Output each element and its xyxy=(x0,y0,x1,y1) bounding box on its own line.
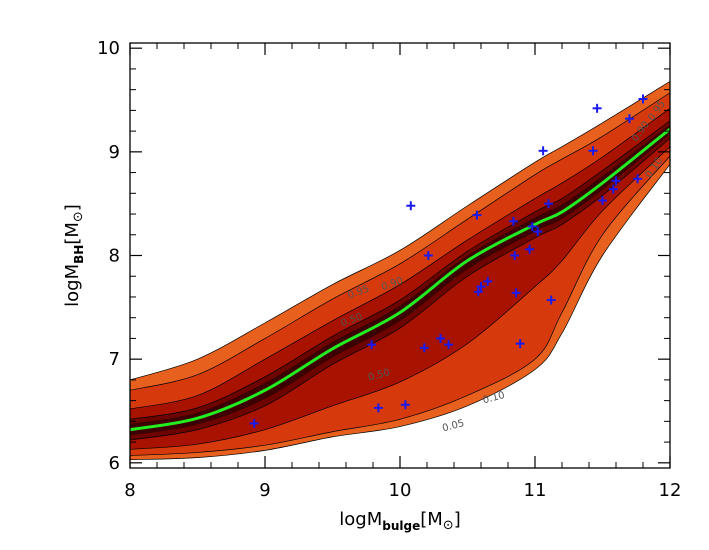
y-tick-label: 7 xyxy=(109,349,120,370)
y-axis-label: logMBH[M⊙] xyxy=(62,204,86,307)
data-point-27 xyxy=(611,176,621,186)
y-axis-label-unit-sym: ⊙ xyxy=(71,211,86,222)
data-point-13 xyxy=(508,216,518,226)
y-tick-label: 9 xyxy=(109,142,120,163)
data-point-16 xyxy=(515,339,525,349)
data-point-23 xyxy=(588,146,598,156)
data-point-18 xyxy=(527,221,537,231)
data-point-5 xyxy=(419,343,429,353)
x-tick-label: 11 xyxy=(524,480,547,501)
x-tick-label: 9 xyxy=(259,480,270,501)
median-curve xyxy=(129,127,671,432)
data-point-30 xyxy=(638,94,648,104)
axis-ticks: 8 9 10 11 12 6 7 8 9 10 xyxy=(97,38,681,501)
data-point-2 xyxy=(373,403,383,413)
data-point-22 xyxy=(546,295,556,305)
data-point-1 xyxy=(367,340,377,350)
x-tick-label: 8 xyxy=(124,480,135,501)
x-axis-label-sub: bulge xyxy=(382,519,420,533)
data-point-4 xyxy=(406,201,416,211)
y-axis-label-sub: BH xyxy=(72,245,86,264)
data-point-29 xyxy=(633,174,643,184)
data-point-15 xyxy=(511,288,521,298)
data-point-6 xyxy=(423,251,433,260)
data-point-9 xyxy=(472,210,482,220)
data-point-3 xyxy=(400,400,410,410)
data-point-20 xyxy=(538,146,548,156)
x-axis-label-unit-open: [M xyxy=(420,509,443,530)
data-point-0 xyxy=(249,418,259,428)
data-point-28 xyxy=(625,114,634,124)
data-point-8 xyxy=(444,340,454,350)
y-tick-label: 6 xyxy=(109,453,120,474)
y-axis-label-unit-close: ] xyxy=(62,204,83,211)
x-tick-label: 12 xyxy=(659,480,682,501)
x-axis-label: logMbulge[M⊙] xyxy=(339,509,460,533)
data-point-21 xyxy=(544,199,553,209)
data-points xyxy=(249,94,648,428)
x-axis-label-main: logM xyxy=(339,509,382,530)
x-axis-label-unit-close: ] xyxy=(454,509,461,530)
y-axis-label-unit-open: [M xyxy=(62,222,83,245)
median-line xyxy=(129,127,671,432)
y-tick-label: 10 xyxy=(97,38,120,59)
data-point-25 xyxy=(598,196,607,206)
data-point-7 xyxy=(436,333,445,343)
data-point-14 xyxy=(510,251,520,260)
x-tick-label: 10 xyxy=(389,480,412,501)
data-point-10 xyxy=(473,287,483,297)
data-point-11 xyxy=(476,282,486,292)
data-point-26 xyxy=(608,184,618,194)
data-point-19 xyxy=(533,227,543,237)
contour-label-5: 0.05 xyxy=(441,418,465,434)
y-axis-label-main: logM xyxy=(62,264,83,307)
data-point-12 xyxy=(483,276,493,286)
data-point-17 xyxy=(525,244,535,254)
data-point-24 xyxy=(592,103,602,113)
y-tick-label: 8 xyxy=(109,246,120,267)
confidence-bands xyxy=(129,80,671,461)
x-axis-label-unit-sym: ⊙ xyxy=(443,518,454,533)
